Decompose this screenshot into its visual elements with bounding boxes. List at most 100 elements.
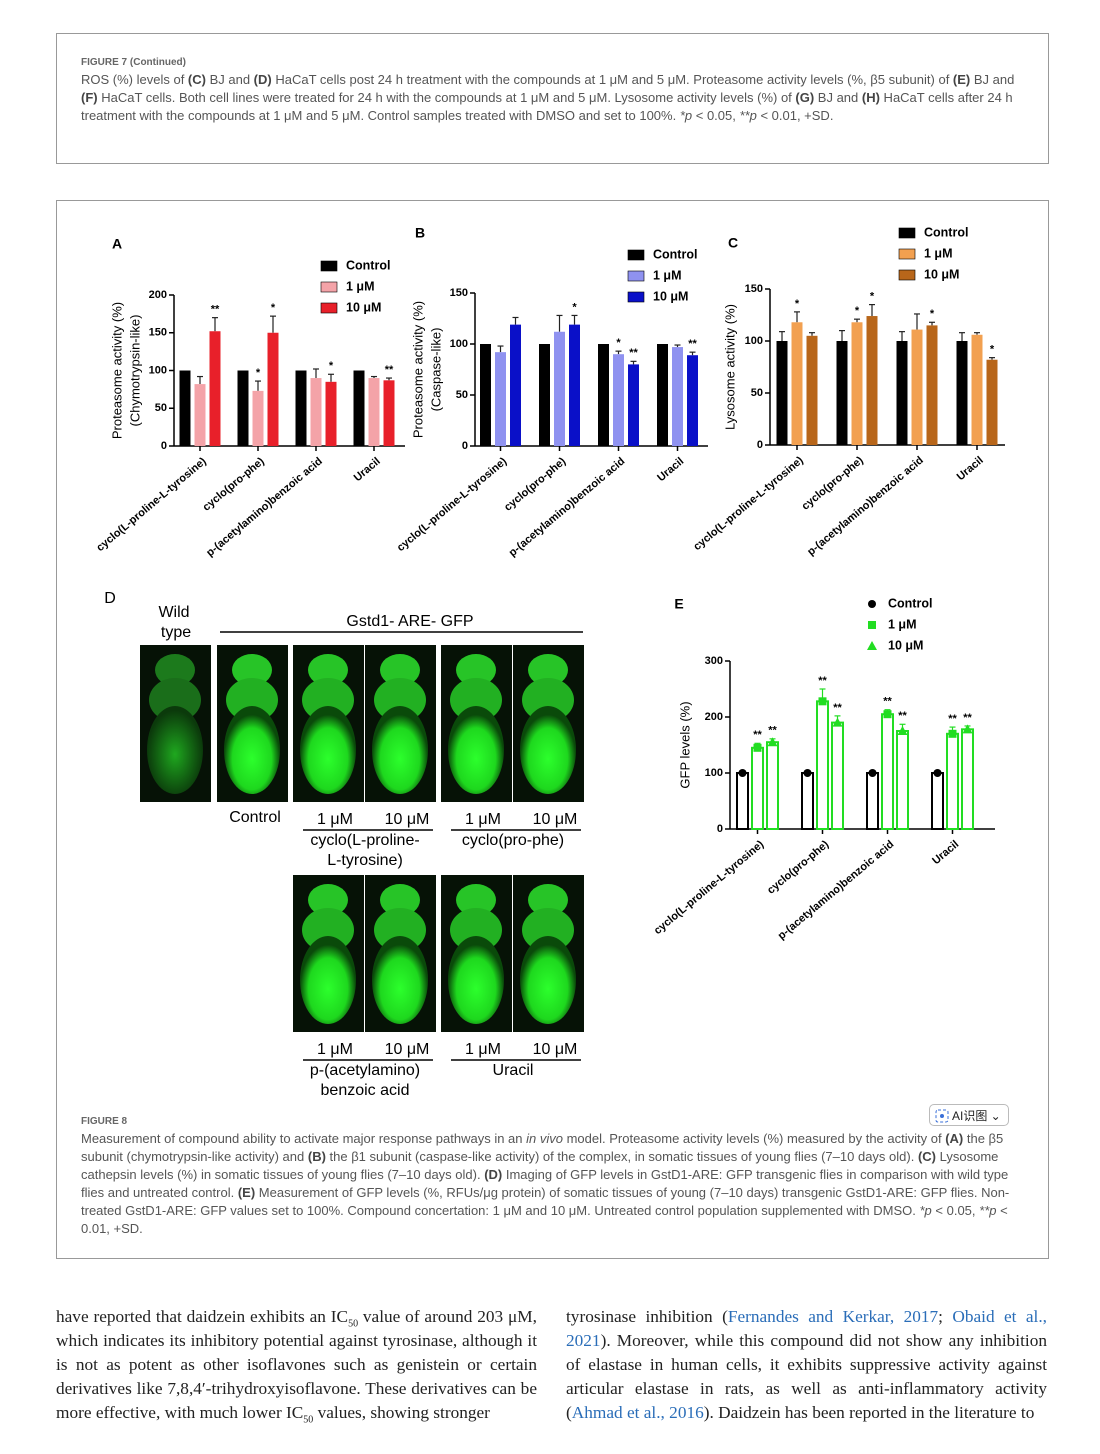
bar: [961, 728, 974, 831]
bar: [866, 316, 878, 445]
bar: [806, 335, 818, 445]
fly-image: [217, 645, 288, 802]
bar: [495, 352, 506, 446]
fly-abdomen: [520, 936, 576, 1024]
y-tick-label: 50: [751, 387, 763, 399]
marker: [803, 769, 812, 777]
x-tick-label: cyclo(pro-phe): [765, 838, 831, 897]
x-tick-label: Uracil: [352, 455, 383, 484]
t: **p: [979, 1203, 997, 1218]
citation-link[interactable]: Fernandes and Kerkar, 2017: [727, 1307, 939, 1326]
fly-abdomen: [372, 936, 428, 1024]
bar: [751, 746, 764, 830]
y-tick-label: 100: [745, 335, 763, 347]
compound-label: L-tyrosine): [327, 852, 403, 869]
significance: *: [329, 360, 334, 372]
x-tick-label: cyclo(L-proline-L-tyrosine): [691, 454, 806, 553]
bar: [881, 713, 894, 831]
bar: [831, 721, 844, 830]
legend-swatch: [898, 269, 916, 281]
legend-swatch: [627, 270, 645, 282]
x-tick-label: Uracil: [955, 454, 986, 483]
legend-label: Control: [888, 596, 932, 610]
significance: **: [883, 696, 892, 708]
fly-thorax: [149, 678, 201, 722]
t: the β1 subunit (caspase-like activity) o…: [325, 1149, 918, 1164]
x-tick-label: Uracil: [655, 455, 686, 484]
bar: [657, 344, 668, 446]
fly-image: [513, 875, 584, 1032]
y-tick-label: 200: [705, 711, 723, 723]
significance: *: [855, 305, 860, 317]
y-axis-label: (Caspase-like): [428, 328, 443, 412]
bar: [816, 700, 829, 831]
fly-abdomen: [520, 706, 576, 794]
bar: [539, 344, 550, 446]
fly-abdomen: [147, 706, 203, 794]
significance: **: [768, 725, 777, 737]
legend-label: Control: [924, 225, 968, 239]
y-tick-label: 0: [462, 440, 468, 452]
panel-letter: E: [674, 596, 683, 612]
fly-thorax: [226, 678, 278, 722]
marker: [868, 621, 876, 629]
t: HaCaT cells after 24 h treatment with th…: [81, 90, 1013, 123]
body-left: have reported that daidzein exhibits an …: [56, 1305, 537, 1425]
marker: [933, 769, 942, 777]
legend-label: 1 μM: [888, 617, 917, 631]
fly-head: [528, 884, 568, 916]
marker: [868, 600, 876, 608]
bar: [554, 331, 565, 446]
t: in vivo: [526, 1131, 563, 1146]
t: ;: [938, 1307, 953, 1326]
t: < 0.01, +SD.: [756, 108, 834, 123]
t: ROS (%) levels of: [81, 72, 188, 87]
legend-swatch: [898, 227, 916, 239]
x-tick-label: cyclo(L-proline-L-tyrosine): [652, 838, 767, 937]
fly-image: [140, 645, 211, 802]
bar: [368, 378, 380, 446]
bar: [252, 390, 264, 446]
t: ). Moreover, while this compound did not…: [566, 1331, 1047, 1422]
y-tick-label: 50: [155, 402, 167, 414]
citation-link[interactable]: Ahmad et al., 2016: [571, 1403, 704, 1422]
t: value of around 203 μM, which indicates …: [56, 1307, 537, 1422]
fly-thorax: [450, 908, 502, 952]
x-tick-label: p-(acetylamino)benzoic acid: [507, 455, 628, 559]
x-tick-label: p-(acetylamino)benzoic acid: [776, 838, 897, 942]
significance: *: [870, 291, 875, 303]
y-tick-label: 150: [149, 327, 167, 339]
panel-letter: A: [112, 236, 122, 252]
t: HaCaT cells post 24 h treatment with the…: [271, 72, 953, 87]
x-tick-label: cyclo(pro-phe): [800, 454, 866, 513]
legend-swatch: [320, 302, 338, 314]
y-tick-label: 0: [717, 823, 723, 835]
x-tick-label: p-(acetylamino)benzoic acid: [805, 454, 926, 558]
body-right: tyrosinase inhibition (Fernandes and Ker…: [566, 1305, 1047, 1425]
bar: [510, 324, 521, 446]
fly-head: [456, 884, 496, 916]
marker: [868, 769, 877, 777]
significance: **: [898, 710, 907, 722]
fly-head: [380, 884, 420, 916]
fly-thorax: [374, 678, 426, 722]
significance: **: [385, 364, 394, 376]
citation-link[interactable]: Obaid et al., 2021: [566, 1307, 1047, 1350]
x-tick-label: cyclo(L-proline-L-tyrosine): [395, 455, 510, 554]
legend-label: 10 μM: [888, 638, 923, 652]
dose-label: 10 μM: [533, 811, 578, 828]
t: (F): [81, 90, 98, 105]
y-tick-label: 0: [757, 439, 763, 451]
bar: [736, 772, 749, 830]
dose-label: 1 μM: [465, 1041, 501, 1058]
t: 50: [348, 1318, 359, 1330]
panel-letter: D: [104, 590, 116, 607]
significance: *: [256, 367, 261, 379]
bar: [383, 380, 395, 446]
ai-button[interactable]: AI识图 ⌄: [929, 1104, 1009, 1126]
t: Measurement of compound ability to activ…: [81, 1131, 527, 1146]
bar: [931, 772, 944, 830]
bar: [480, 344, 491, 446]
bar: [628, 364, 639, 446]
